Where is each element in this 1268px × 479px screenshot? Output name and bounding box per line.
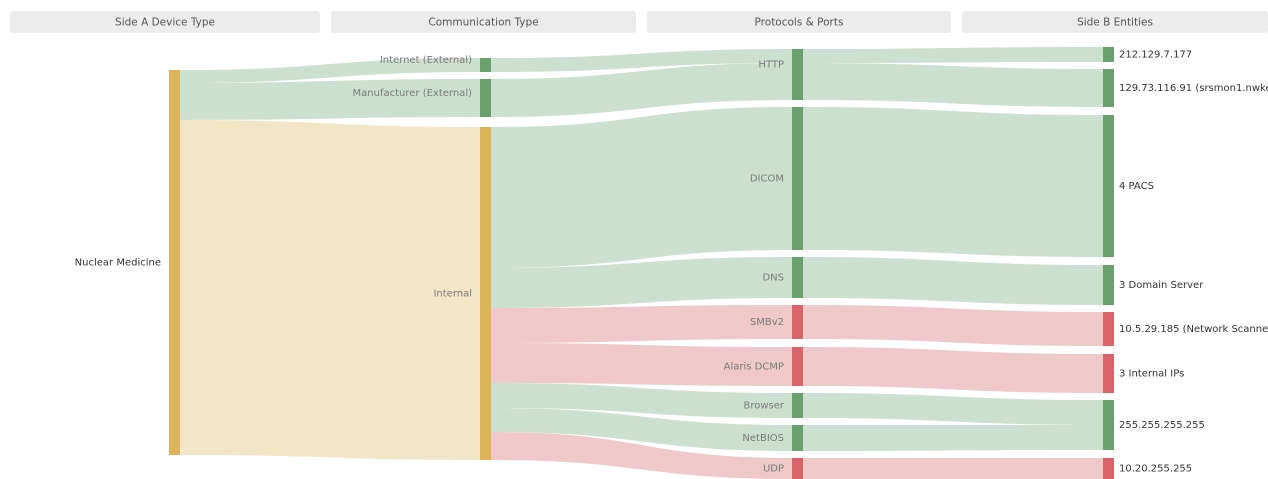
node[interactable] xyxy=(1103,400,1114,450)
link xyxy=(180,79,480,120)
link xyxy=(491,257,792,308)
link xyxy=(803,458,1103,479)
node-label: Alaris DCMP xyxy=(724,362,784,373)
link xyxy=(180,58,480,83)
node[interactable] xyxy=(792,49,803,100)
node[interactable] xyxy=(480,79,491,117)
node[interactable] xyxy=(792,393,803,418)
node[interactable] xyxy=(1103,265,1114,305)
node-label: DICOM xyxy=(750,174,784,185)
node[interactable] xyxy=(792,347,803,386)
column-header xyxy=(962,11,1268,33)
node-label: Internal xyxy=(433,289,472,300)
node-label: DNS xyxy=(762,273,784,284)
link xyxy=(803,257,1103,305)
link xyxy=(803,425,1103,451)
column-header xyxy=(331,11,636,33)
node[interactable] xyxy=(169,70,180,455)
node[interactable] xyxy=(1103,354,1114,393)
node-label: 10.5.29.185 (Network Scanner) xyxy=(1119,324,1268,335)
node-label: 129.73.116.91 (srsmon1.nwke.sie... xyxy=(1119,83,1268,94)
link xyxy=(180,120,480,460)
node[interactable] xyxy=(1103,69,1114,107)
column-header-label: Protocols & Ports xyxy=(755,17,844,29)
node-label: HTTP xyxy=(758,60,784,71)
column-header-label: Side B Entities xyxy=(1077,17,1153,29)
link xyxy=(491,107,792,268)
node-label: 212.129.7.177 xyxy=(1119,50,1192,61)
node[interactable] xyxy=(792,257,803,298)
links xyxy=(180,47,1103,479)
node-label: 10.20.255.255 xyxy=(1119,464,1192,475)
link xyxy=(491,49,792,72)
node[interactable] xyxy=(480,127,491,460)
node-label: Manufacturer (External) xyxy=(353,88,473,99)
node[interactable] xyxy=(1103,312,1114,346)
column-header xyxy=(10,11,320,33)
node[interactable] xyxy=(792,458,803,479)
node-label: 3 Internal IPs xyxy=(1119,369,1184,380)
link xyxy=(803,393,1103,425)
link xyxy=(491,383,792,418)
node-label: 4 PACS xyxy=(1119,181,1154,192)
link xyxy=(803,63,1103,107)
link xyxy=(803,47,1103,63)
node-label: Internet (External) xyxy=(380,55,472,66)
link xyxy=(491,408,792,451)
column-header xyxy=(647,11,951,33)
link xyxy=(491,63,792,117)
link xyxy=(491,432,792,479)
link xyxy=(491,305,792,343)
column-header-label: Communication Type xyxy=(428,17,538,29)
node[interactable] xyxy=(1103,47,1114,62)
node-label: UDP xyxy=(763,464,784,475)
node-label: Nuclear Medicine xyxy=(75,258,161,269)
link xyxy=(803,305,1103,346)
node[interactable] xyxy=(1103,458,1114,479)
node-label: Browser xyxy=(743,401,784,412)
node[interactable] xyxy=(792,305,803,339)
node-label: 3 Domain Server xyxy=(1119,280,1204,291)
link xyxy=(803,107,1103,257)
node[interactable] xyxy=(1103,115,1114,257)
node-label: NetBIOS xyxy=(742,433,784,444)
link xyxy=(803,347,1103,393)
node[interactable] xyxy=(792,425,803,451)
node[interactable] xyxy=(480,58,491,72)
node[interactable] xyxy=(792,107,803,250)
node-label: 255.255.255.255 xyxy=(1119,420,1205,431)
nodes: Nuclear Medicine Internet (External) Manuf… xyxy=(75,47,1268,479)
node-label: SMBv2 xyxy=(750,317,784,328)
link xyxy=(491,343,792,386)
column-header-label: Side A Device Type xyxy=(115,17,215,29)
